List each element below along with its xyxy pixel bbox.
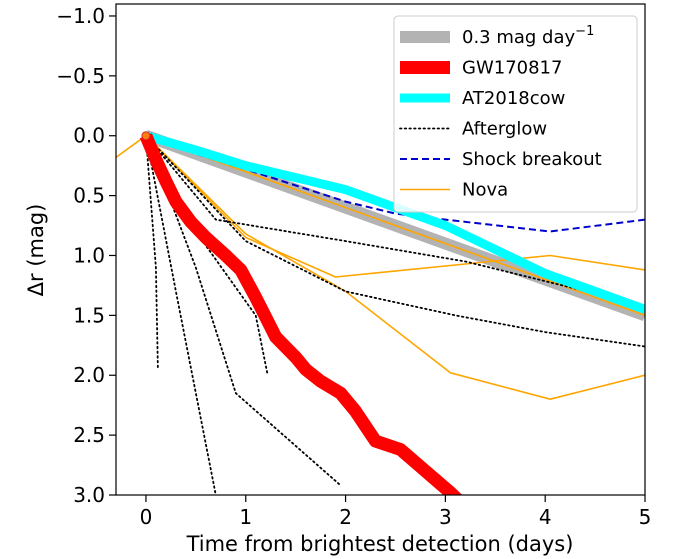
x-tick-label: 0 xyxy=(140,505,153,529)
y-tick-label: 0.5 xyxy=(73,184,105,208)
plot-frame xyxy=(115,3,646,496)
legend-box xyxy=(393,15,638,213)
y-tick-label: 3.0 xyxy=(73,483,105,507)
x-axis-title: Time from brightest detection (days) xyxy=(186,532,574,556)
legend-label: Shock breakout xyxy=(462,149,602,170)
y-tick-label: 0.0 xyxy=(73,124,105,148)
x-tick-label: 5 xyxy=(639,505,652,529)
y-axis-title: Δr (mag) xyxy=(24,204,48,297)
x-axis: 0 1 2 3 4 5 xyxy=(140,495,652,529)
y-tick-label: 2.0 xyxy=(73,363,105,387)
series-afterglow-line-5 xyxy=(144,134,159,371)
x-tick-label: 2 xyxy=(339,505,352,529)
legend-label: Nova xyxy=(462,180,508,201)
legend-label: 0.3 mag day−1 xyxy=(462,24,594,48)
series-gw170817-line-12 xyxy=(139,133,463,495)
y-tick-label: 1.0 xyxy=(73,243,105,267)
x-tick-label: 1 xyxy=(239,505,252,529)
series-afterglow-line-9 xyxy=(144,134,645,307)
y-axis: −1.0 −0.5 0.0 0.5 1.0 1.5 2.0 2.5 3.0 xyxy=(56,4,116,507)
x-tick-label: 4 xyxy=(539,505,552,529)
plot-markers xyxy=(141,131,151,141)
origin-marker xyxy=(141,131,151,141)
legend: 0.3 mag day−1 GW170817 AT2018cow Afterglow S… xyxy=(393,15,638,213)
legend-label: Afterglow xyxy=(462,119,547,140)
series-afterglow-line-6 xyxy=(144,134,217,495)
x-tick-label: 3 xyxy=(439,505,452,529)
legend-label: AT2018cow xyxy=(462,88,565,109)
y-tick-label: 1.5 xyxy=(73,303,105,327)
y-tick-label: 2.5 xyxy=(73,423,105,447)
y-tick-label: −1.0 xyxy=(56,4,105,28)
legend-label-superscript: −1 xyxy=(575,24,594,39)
series-nova-line-2 xyxy=(145,135,645,401)
y-tick-label: −0.5 xyxy=(56,64,105,88)
legend-label: GW170817 xyxy=(462,58,562,79)
